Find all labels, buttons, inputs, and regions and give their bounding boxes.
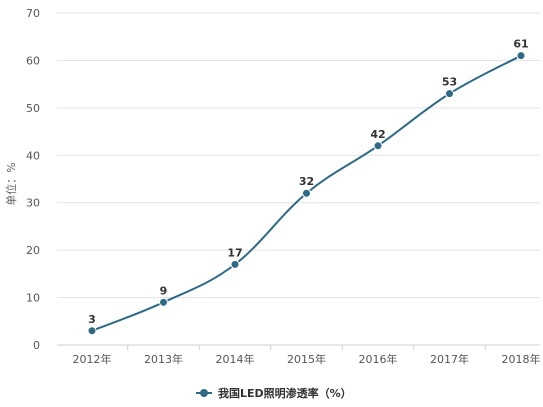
data-point[interactable] [87, 326, 97, 336]
axis-layer: 0 10 20 30 40 50 60 70 2012年 2013年 2014年 2015年 2016年… [26, 7, 541, 366]
y-tick-label: 50 [26, 102, 40, 115]
x-tick-label: 2018年 [502, 352, 541, 366]
series-layer [87, 51, 526, 336]
y-axis-title: 单位：% [4, 162, 18, 205]
data-label: 3 [88, 313, 96, 326]
grid-layer [57, 12, 540, 346]
data-point[interactable] [302, 188, 311, 198]
x-tick-label: 2015年 [287, 352, 326, 366]
x-tick-label: 2014年 [216, 352, 255, 366]
x-tick-label: 2017年 [430, 352, 469, 366]
label-layer: 3 9 17 32 42 53 61 [88, 38, 528, 326]
data-label: 9 [160, 284, 168, 297]
data-label: 32 [299, 175, 314, 188]
x-tick-label: 2016年 [359, 352, 398, 366]
data-label: 17 [227, 246, 242, 259]
x-tick-label: 2013年 [144, 352, 183, 366]
legend-dot-marker [200, 389, 208, 397]
y-tick-label: 70 [26, 7, 40, 20]
y-tick-label: 0 [33, 339, 40, 352]
x-tick-label: 2012年 [73, 352, 112, 366]
data-label: 53 [442, 76, 457, 89]
legend[interactable]: 我国LED照明渗透率（%） [196, 386, 352, 400]
data-point[interactable] [159, 297, 168, 307]
y-tick-label: 30 [26, 197, 40, 210]
y-tick-label: 10 [26, 292, 40, 305]
legend-label: 我国LED照明渗透率（%） [218, 386, 352, 400]
data-point[interactable] [516, 51, 526, 61]
y-tick-label: 60 [26, 54, 40, 67]
data-point[interactable] [230, 259, 240, 269]
y-tick-label: 20 [26, 244, 40, 257]
data-label: 42 [370, 128, 385, 141]
data-label: 61 [513, 38, 528, 51]
data-point[interactable] [373, 141, 383, 151]
data-point[interactable] [445, 89, 454, 99]
y-tick-label: 40 [26, 149, 40, 162]
